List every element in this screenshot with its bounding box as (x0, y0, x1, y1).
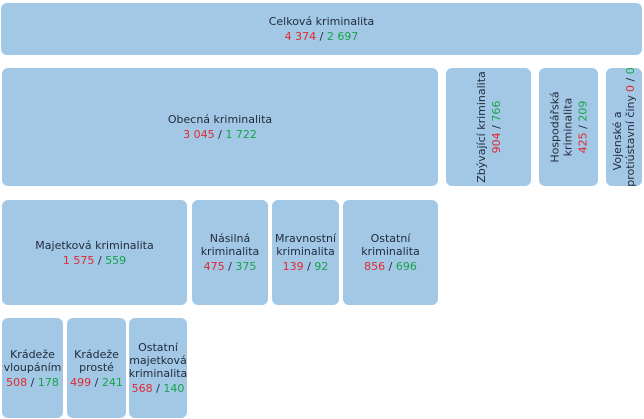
node-nasilna-kriminalita: Násilná kriminalita 475 / 375 (192, 200, 268, 305)
node-label: Krádeže prosté (74, 347, 119, 374)
node-values: 856 / 696 (364, 260, 417, 273)
node-ostatni-kriminalita: Ostatní kriminalita 856 / 696 (343, 200, 438, 305)
node-vojenske-protiustavni-ciny: Vojenské a protiústavní činy 0 / 0 (606, 67, 642, 187)
node-mravnostni-kriminalita: Mravnostní kriminalita 139 / 92 (272, 200, 339, 305)
value-first: 139 (282, 260, 304, 273)
node-label: Krádeže vloupáním (3, 347, 62, 374)
value-separator: / (385, 260, 396, 273)
value-second: 140 (163, 382, 185, 395)
node-majetkova-kriminalita: Majetková kriminalita 1 575 / 559 (2, 200, 187, 305)
value-first: 568 (131, 382, 153, 395)
value-first: 856 (364, 260, 386, 273)
value-separator: / (624, 74, 637, 85)
rotated-content: Zbývající kriminalita 904 / 766 (475, 71, 503, 183)
value-first: 0 (624, 84, 637, 92)
node-label: Vojenské a protiústavní činy (611, 94, 637, 187)
value-second: 2 697 (326, 30, 359, 43)
value-second: 209 (576, 100, 589, 122)
node-zbyvajici-kriminalita: Zbývající kriminalita 904 / 766 (446, 68, 531, 186)
node-values: 3 045 / 1 722 (183, 128, 257, 141)
value-second: 1 722 (225, 128, 257, 141)
node-label: Celková kriminalita (268, 15, 375, 28)
value-first: 499 (70, 375, 92, 389)
value-separator: / (94, 253, 106, 267)
node-values: 4 374 / 2 697 (285, 30, 359, 43)
value-separator: / (303, 260, 315, 273)
node-label: Majetková kriminalita (35, 238, 154, 252)
node-label: Hospodářská kriminalita (548, 91, 574, 163)
value-separator: / (576, 121, 589, 133)
node-values: 475 / 375 (204, 260, 257, 273)
value-first: 508 (6, 375, 28, 389)
value-first: 1 575 (62, 253, 95, 267)
value-second: 241 (101, 375, 123, 389)
value-second: 696 (395, 260, 417, 273)
node-values: 568 / 140 (132, 382, 185, 395)
value-separator: / (224, 260, 236, 273)
node-hospodarska-kriminalita: Hospodářská kriminalita 425 / 209 (539, 68, 598, 186)
node-values: 0 / 0 (624, 67, 637, 92)
value-separator: / (91, 375, 102, 389)
node-ostatni-majetkova-kriminalita: Ostatní majetková kriminalita 568 / 140 (129, 318, 187, 418)
node-celkova-kriminalita: Celková kriminalita 4 374 / 2 697 (1, 3, 642, 55)
value-second: 0 (624, 67, 637, 75)
node-label: Mravnostní kriminalita (274, 232, 337, 258)
node-kradeze-proste: Krádeže prosté 499 / 241 (67, 318, 126, 418)
value-first: 3 045 (183, 128, 215, 141)
value-first: 425 (576, 132, 589, 154)
value-first: 475 (203, 260, 225, 273)
node-label: Ostatní majetková kriminalita (128, 341, 188, 380)
value-second: 559 (105, 253, 127, 267)
node-values: 499 / 241 (70, 376, 123, 389)
value-second: 375 (235, 260, 257, 273)
node-kradeze-vloupanim: Krádeže vloupáním 508 / 178 (2, 318, 63, 418)
value-separator: / (316, 30, 327, 43)
node-values: 508 / 178 (6, 376, 59, 389)
node-values: 425 / 209 (576, 101, 589, 154)
value-second: 766 (489, 100, 503, 122)
value-second: 92 (314, 260, 329, 273)
node-obecna-kriminalita: Obecná kriminalita 3 045 / 1 722 (2, 68, 438, 186)
value-separator: / (27, 375, 38, 389)
value-separator: / (489, 121, 503, 133)
node-label: Obecná kriminalita (167, 113, 273, 126)
node-label: Násilná kriminalita (200, 232, 260, 258)
node-label: Ostatní kriminalita (361, 232, 420, 258)
value-first: 4 374 (284, 30, 317, 43)
value-separator: / (152, 382, 164, 395)
value-first: 904 (489, 132, 503, 154)
value-separator: / (214, 128, 226, 141)
node-values: 1 575 / 559 (63, 254, 126, 267)
node-label: Zbývající kriminalita (474, 71, 488, 183)
rotated-content: Hospodářská kriminalita 425 / 209 (548, 91, 589, 162)
rotated-content: Vojenské a protiústavní činy 0 / 0 (611, 67, 637, 186)
node-values: 139 / 92 (283, 260, 329, 273)
value-second: 178 (37, 375, 59, 389)
node-values: 904 / 766 (490, 101, 503, 154)
